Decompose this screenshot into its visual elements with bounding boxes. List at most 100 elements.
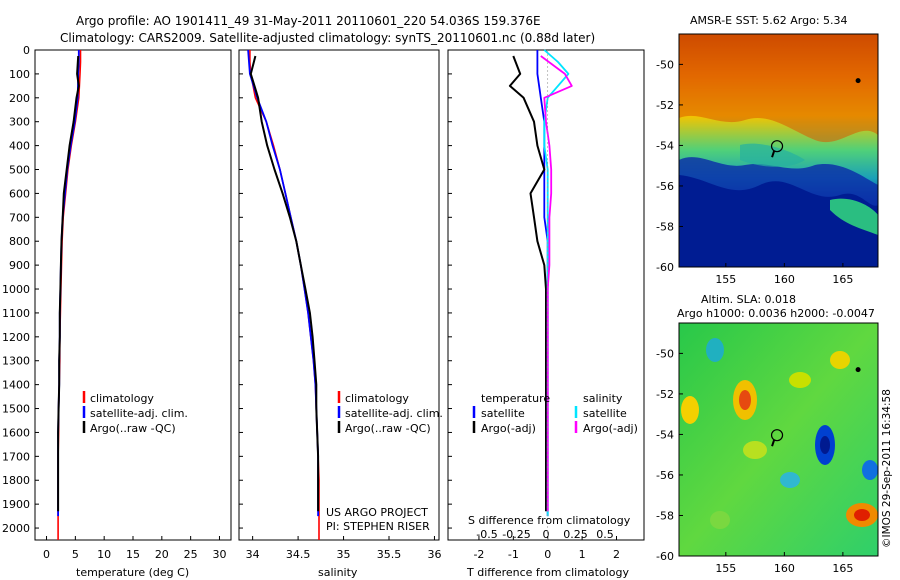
depth-tick-label: 1700 [2, 450, 30, 463]
legend-label-satellite: satellite-adj. clim. [345, 407, 443, 420]
depth-tick-label: 1500 [2, 403, 30, 416]
map-y-tick-label: -54 [656, 428, 674, 441]
temperature-series [57, 50, 82, 540]
map-y-tick-label: -60 [656, 550, 674, 563]
x-tick-label: 10 [97, 548, 111, 561]
map-x-tick-label: 160 [774, 273, 795, 286]
difference-axes-frame [447, 49, 645, 541]
salinity-x-axis: 34 34.5 35 35.5 36 [246, 536, 441, 561]
series-line-0 [249, 50, 320, 540]
x-tick-label: 34.5 [286, 548, 311, 561]
s-tick-label: 0.5 [596, 528, 614, 541]
project-annotation: US ARGO PROJECT [326, 506, 428, 519]
depth-tick-label: 1800 [2, 474, 30, 487]
map-y-tick-label: -56 [656, 180, 674, 193]
difference-series [508, 49, 573, 540]
map-y-tick-label: -58 [656, 509, 674, 522]
difference-x-axis: -2 -1 0 1 2 -0.5 -0.25 0 0.25 0.5 [473, 528, 620, 561]
sla-map: Altim. SLA: 0.018 Argo h1000: 0.0036 h20… [656, 293, 879, 575]
map-y-tick-label: -54 [656, 139, 674, 152]
imos-timestamp: ©IMOS 29-Sep-2011 16:34:58 [881, 389, 893, 548]
x-tick-label: 25 [184, 548, 198, 561]
figure-title-line2: Climatology: CARS2009. Satellite-adjuste… [60, 31, 595, 45]
temperature-x-axis: 0 5 10 15 20 25 30 [43, 536, 226, 561]
temperature-axes-frame [34, 49, 232, 541]
s-tick-label: 0 [543, 528, 550, 541]
sst-map: AMSR-E SST: 5.62 Argo: 5.34 155 160 165 -50… [656, 14, 879, 286]
x-tick-label: 0 [544, 548, 551, 561]
sst-float-marker [770, 78, 861, 158]
difference-panel: -2 -1 0 1 2 -0.5 -0.25 0 0.25 0.5 S difference fr… [447, 49, 645, 579]
x-tick-label: 1 [579, 548, 586, 561]
legend-label-argo: Argo(..raw -QC) [345, 422, 431, 435]
depth-tick-label: 600 [9, 187, 30, 200]
series-line-0 [57, 50, 82, 540]
float-track-mark [771, 439, 775, 447]
sst-map-title: AMSR-E SST: 5.62 Argo: 5.34 [690, 14, 848, 27]
depth-tick-label: 1900 [2, 498, 30, 511]
x-tick-label: 0 [43, 548, 50, 561]
x-tick-label: 35.5 [377, 548, 402, 561]
x-tick-label: 35 [337, 548, 351, 561]
sla-map-axes: 155 160 165 -50 -52 -54 -56 -58 -60 [656, 347, 853, 575]
depth-tick-label: 100 [9, 68, 30, 81]
depth-tick-label: 1100 [2, 307, 30, 320]
x-tick-label: 36 [427, 548, 441, 561]
depth-tick-label: 1000 [2, 283, 30, 296]
legend-label-argo: Argo(..raw -QC) [90, 422, 176, 435]
difference-legend: temperature salinity satellite Argo(-adj… [472, 392, 638, 435]
series-line-1 [247, 49, 320, 517]
depth-tick-label: 1400 [2, 379, 30, 392]
map-x-tick-label: 165 [832, 273, 853, 286]
salinity-axes-frame [238, 49, 440, 541]
depth-tick-label: 400 [9, 140, 30, 153]
depth-tick-label: 200 [9, 92, 30, 105]
legend-label-t-argo: Argo(-adj) [481, 422, 536, 435]
temperature-panel: 0100200300400500600700800900100011001200… [2, 44, 452, 579]
x-tick-label: 2 [613, 548, 620, 561]
reference-dot [855, 367, 861, 373]
s-tick-label: -0.5 [476, 528, 497, 541]
sst-map-frame [678, 33, 879, 268]
depth-axis: 0 100 200 300 400 500 600 700 800 900 1000 1100 1200… [2, 44, 452, 535]
pi-annotation: PI: STEPHEN RISER [326, 520, 430, 533]
x-tick-label: -1 [508, 548, 519, 561]
t-difference-xlabel: T difference from climatology [466, 566, 629, 579]
x-tick-label: 5 [72, 548, 79, 561]
legend-label-t-satellite: satellite [481, 407, 525, 420]
x-tick-label: 15 [126, 548, 140, 561]
salinity-panel: 34 34.5 35 35.5 36 salinity climatology sate… [238, 49, 443, 579]
salinity-xlabel: salinity [318, 566, 358, 579]
map-y-tick-label: -56 [656, 469, 674, 482]
salinity-series [247, 49, 320, 540]
x-tick-label: 30 [212, 548, 226, 561]
depth-tick-label: 800 [9, 235, 30, 248]
map-x-tick-label: 155 [715, 273, 736, 286]
legend-title-salinity: salinity [583, 392, 623, 405]
x-tick-label: 20 [155, 548, 169, 561]
legend-label-s-argo: Argo(-adj) [583, 422, 638, 435]
sst-map-axes: 155 160 165 -50 -52 -54 -56 -58 -60 [656, 58, 853, 286]
depth-tick-label: 0 [23, 44, 30, 57]
sla-field [679, 323, 878, 556]
depth-tick-label: 1200 [2, 331, 30, 344]
sst-field [679, 34, 878, 267]
legend-title-temperature: temperature [481, 392, 550, 405]
map-y-tick-label: -60 [656, 261, 674, 274]
salinity-legend: climatology satellite-adj. clim. Argo(..… [337, 391, 443, 435]
map-y-tick-label: -52 [656, 388, 674, 401]
map-y-tick-label: -50 [656, 347, 674, 360]
sla-map-frame [678, 322, 879, 557]
figure-title-line1: Argo profile: AO 1901411_49 31-May-2011 … [76, 14, 541, 28]
map-y-tick-label: -50 [656, 58, 674, 71]
x-tick-label: -2 [473, 548, 484, 561]
sla-map-subtitle: Argo h1000: 0.0036 h2000: -0.0047 [677, 307, 875, 320]
s-tick-label: -0.25 [502, 528, 530, 541]
sla-map-title: Altim. SLA: 0.018 [701, 293, 796, 306]
map-y-tick-label: -52 [656, 99, 674, 112]
map-x-tick-label: 165 [832, 562, 853, 575]
depth-tick-label: 900 [9, 259, 30, 272]
depth-tick-label: 500 [9, 164, 30, 177]
x-tick-label: 34 [246, 548, 260, 561]
